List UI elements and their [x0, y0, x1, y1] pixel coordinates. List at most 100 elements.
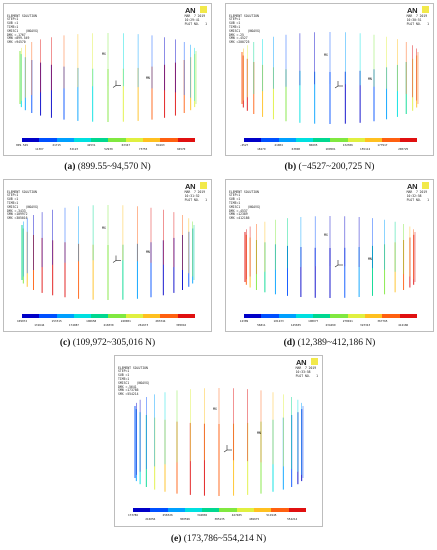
legend-color-swatch: [271, 508, 289, 512]
legend-color-swatch: [39, 138, 57, 142]
caption-c: (c) (109,972~305,016 N): [59, 338, 156, 348]
legend-color-bar: [22, 138, 195, 142]
panel-d-meta: MAR 7 2019 10:32:58 PLOT NO. 1: [406, 190, 429, 202]
panel-e-meta: MAR 7 2019 10:33:58 PLOT NO. 1: [295, 366, 318, 378]
panel-a: ELEMENT SOLUTION STEP=1 SUB =1 TIME=1 SMISC1…: [3, 3, 212, 156]
panel-c-header: ELEMENT SOLUTION STEP=1 SUB =1 TIME=1 SMISC1…: [7, 189, 39, 221]
ansys-logo: AN: [185, 182, 207, 191]
legend-color-swatch: [108, 138, 126, 142]
legend-color-swatch: [177, 314, 195, 318]
coordinate-triad-axis: [112, 260, 117, 263]
legend-color-swatch: [184, 508, 203, 512]
caption-e: (e) (173,786~554,214 N): [170, 534, 267, 544]
legend-color-swatch: [167, 508, 185, 512]
ring-model: MX MN: [241, 32, 419, 124]
node-marker-label: MX: [213, 407, 217, 411]
legend-color-swatch: [56, 138, 74, 142]
node-marker-label: MN: [257, 431, 261, 435]
legend-color-swatch: [236, 508, 255, 512]
coordinate-triad-axis: [334, 264, 339, 268]
node-marker-label: MX: [102, 52, 106, 56]
legend-color-swatch: [347, 138, 366, 142]
legend-color-swatch: [73, 138, 92, 142]
legend-color-swatch: [160, 138, 178, 142]
legend-ticks: 899.549 11307 21715 32123 42531 52939 63347 737…: [16, 143, 186, 151]
node-marker-label: MX: [324, 53, 328, 57]
node-marker-label: MX: [324, 233, 328, 237]
node-marker-label: MN: [146, 76, 150, 80]
ansys-logo: AN: [407, 6, 429, 15]
legend-color-swatch: [399, 314, 417, 318]
panel-b-header: ELEMENT SOLUTION STEP=1 SUB =1 TIME=1 SMISC1…: [229, 13, 261, 45]
legend-color-swatch: [365, 314, 383, 318]
legend-color-swatch: [365, 138, 383, 142]
legend-color-swatch: [347, 314, 366, 318]
coordinate-triad-axis: [112, 85, 117, 88]
legend-color-swatch: [39, 314, 57, 318]
ansys-logo: AN: [185, 6, 207, 15]
legend-color-swatch: [91, 314, 109, 318]
panel-c-meta: MAR 7 2019 10:31:52 PLOT NO. 1: [184, 190, 207, 202]
ring-model: MX MN: [244, 216, 416, 298]
legend-ticks: -4527 18279 41084 63890 86695 109501 132306 155…: [239, 143, 409, 151]
legend-color-swatch: [73, 314, 92, 318]
panel-e: ELEMENT SOLUTION STEP=1 SUB =1 TIME=1 SMISC1…: [114, 355, 323, 527]
legend-color-swatch: [143, 314, 161, 318]
legend-color-swatch: [261, 138, 279, 142]
legend-color-swatch: [382, 138, 400, 142]
legend-color-swatch: [295, 138, 314, 142]
legend-color-bar: [22, 314, 195, 318]
legend-color-swatch: [125, 138, 144, 142]
legend-color-swatch: [202, 508, 220, 512]
legend-color-swatch: [22, 138, 40, 142]
panel-a-meta: MAR 7 2019 10:29:41 PLOT NO. 1: [184, 14, 207, 26]
legend-color-swatch: [313, 138, 331, 142]
legend-color-swatch: [244, 138, 262, 142]
coordinate-triad-axis: [334, 85, 339, 89]
legend-color-swatch: [254, 508, 272, 512]
legend-color-swatch: [143, 138, 161, 142]
legend-color-swatch: [244, 314, 262, 318]
legend-ticks: 109972 131644 153315 174987 196658 218330 2400…: [16, 319, 187, 327]
legend-color-swatch: [91, 138, 109, 142]
panel-b-meta: MAR 7 2019 10:30:51 PLOT NO. 1: [406, 14, 429, 26]
panel-e-header: ELEMENT SOLUTION STEP=1 SUB =1 TIME=1 SMISC1…: [118, 365, 150, 397]
legend-color-swatch: [330, 138, 348, 142]
legend-color-swatch: [278, 314, 296, 318]
legend-color-bar: [244, 314, 417, 318]
legend-color-swatch: [125, 314, 144, 318]
node-marker-label: MN: [368, 257, 372, 261]
legend-color-swatch: [288, 508, 306, 512]
ring-model: MX MN: [21, 205, 195, 300]
legend-color-swatch: [22, 314, 40, 318]
node-marker-label: MN: [368, 77, 372, 81]
legend-color-bar: [244, 138, 417, 142]
legend-color-bar: [133, 508, 306, 512]
legend-ticks: 173786 216056 258326 300596 342865 385135 4274…: [127, 513, 298, 521]
caption-d: (d) (12,389~412,186 N): [283, 338, 376, 348]
node-marker-label: MN: [146, 250, 150, 254]
legend-color-swatch: [313, 314, 331, 318]
legend-color-swatch: [108, 314, 126, 318]
legend-color-swatch: [399, 138, 417, 142]
legend-color-swatch: [261, 314, 279, 318]
coordinate-triad-axis: [223, 449, 228, 453]
caption-a: (a) (899.55~94,570 N): [64, 162, 151, 172]
ring-model: MX MN: [19, 33, 197, 122]
ansys-logo: AN: [296, 358, 318, 367]
legend-color-swatch: [382, 314, 400, 318]
legend-color-swatch: [295, 314, 314, 318]
legend-color-swatch: [330, 314, 348, 318]
legend-color-swatch: [177, 138, 195, 142]
legend-color-swatch: [133, 508, 151, 512]
legend-ticks: 12389 56811 101233 145655 190077 234499 278921…: [239, 319, 409, 327]
legend-color-swatch: [219, 508, 237, 512]
panel-b: ELEMENT SOLUTION STEP=1 SUB =1 TIME=1 SMISC1…: [225, 3, 434, 156]
panel-c: ELEMENT SOLUTION STEP=1 SUB =1 TIME=1 SMISC1…: [3, 179, 212, 332]
ansys-logo: AN: [407, 182, 429, 191]
legend-color-swatch: [56, 314, 74, 318]
ring-model: MX MN: [134, 388, 304, 496]
legend-color-swatch: [278, 138, 296, 142]
panel-a-header: ELEMENT SOLUTION STEP=1 SUB =1 TIME=1 SMISC1…: [7, 13, 39, 45]
legend-color-swatch: [150, 508, 168, 512]
